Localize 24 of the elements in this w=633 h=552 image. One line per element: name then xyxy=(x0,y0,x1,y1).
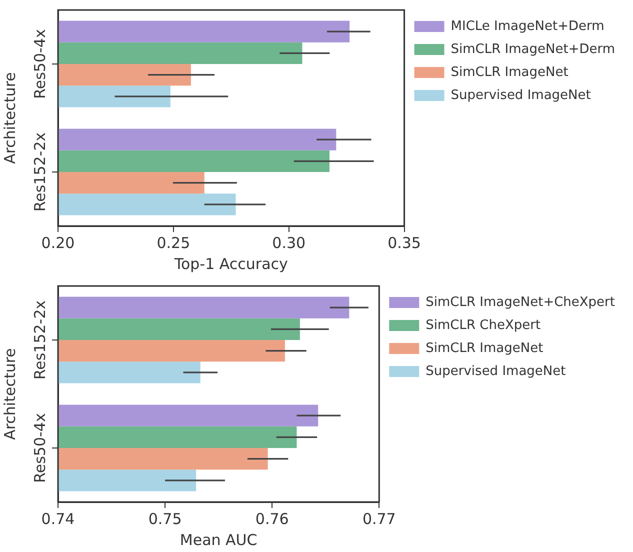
legend-label: MICLe ImageNet+Derm xyxy=(450,18,604,34)
legend-label: Supervised ImageNet xyxy=(426,364,566,379)
legend-label: SimCLR ImageNet xyxy=(426,340,544,356)
x-tick-label: 0.30 xyxy=(272,234,306,252)
legend-label: SimCLR ImageNet xyxy=(450,64,568,80)
legend-label: SimCLR ImageNet+Derm xyxy=(450,42,616,57)
x-tick-label: 0.74 xyxy=(41,510,75,528)
x-axis-title: Mean AUC xyxy=(180,530,258,549)
x-tick-label: 0.35 xyxy=(388,234,421,252)
x-tick-label: 0.25 xyxy=(156,234,190,252)
x-tick-label: 0.20 xyxy=(41,234,75,252)
x-tick-label: 0.76 xyxy=(255,510,289,528)
legend-label: SimCLR CheXpert xyxy=(426,318,541,333)
y-axis-title: Architecture xyxy=(0,72,19,164)
y-tick-label: Res50-4x xyxy=(30,29,49,99)
y-tick-label: Res152-2x xyxy=(30,132,49,212)
y-tick-label: Res152-2x xyxy=(30,300,49,380)
y-axis-title: Architecture xyxy=(0,348,19,440)
y-tick-label: Res50-4x xyxy=(30,413,49,483)
x-axis-title: Top-1 Accuracy xyxy=(173,254,288,273)
legend-label: SimCLR ImageNet+CheXpert xyxy=(426,294,616,310)
legend-label: Supervised ImageNet xyxy=(450,88,591,103)
x-tick-label: 0.75 xyxy=(148,510,182,528)
x-tick-label: 0.77 xyxy=(362,510,396,528)
